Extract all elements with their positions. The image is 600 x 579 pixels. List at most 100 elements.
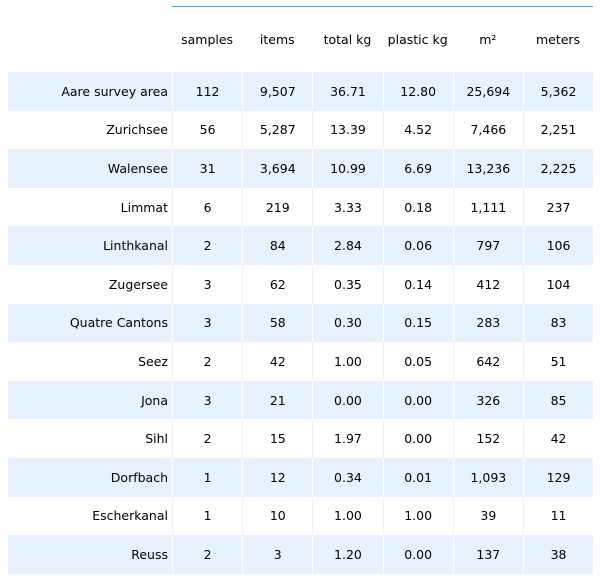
cell-plastic-kg: 1.00 (382, 496, 453, 536)
row-label: Linthkanal (8, 226, 172, 265)
table-row: Sihl 2 15 1.97 0.00 152 42 (8, 419, 594, 458)
cell-items: 21 (242, 380, 313, 420)
cell-meters: 2,225 (522, 149, 594, 188)
table-body: Aare survey area 112 9,507 36.71 12.80 25,694… (8, 72, 594, 574)
cell-items: 58 (242, 303, 313, 343)
cell-area-m2: 39 (452, 496, 523, 536)
cell-items: 10 (242, 496, 313, 536)
table-row: Linthkanal 2 84 2.84 0.06 797 106 (8, 226, 594, 265)
cell-samples: 2 (172, 342, 243, 381)
cell-meters: 11 (522, 496, 594, 536)
cell-plastic-kg: 0.05 (382, 342, 453, 381)
cell-plastic-kg: 12.80 (382, 72, 453, 111)
cell-meters: 2,251 (522, 110, 594, 150)
row-label: Quatre Cantons (8, 303, 172, 343)
table-row: Jona 3 21 0.00 0.00 326 85 (8, 380, 594, 420)
cell-plastic-kg: 0.14 (382, 264, 453, 304)
cell-total-kg: 36.71 (312, 72, 383, 111)
table-row: Quatre Cantons 3 58 0.30 0.15 283 83 (8, 303, 594, 343)
column-header-area-m2: m² (479, 31, 497, 47)
cell-area-m2: 13,236 (452, 149, 523, 188)
cell-total-kg: 0.30 (312, 303, 383, 343)
cell-samples: 3 (172, 303, 243, 343)
cell-area-m2: 25,694 (452, 72, 523, 111)
cell-total-kg: 2.84 (312, 226, 383, 265)
column-header-total-kg: total kg (323, 31, 372, 47)
cell-samples: 1 (172, 457, 243, 497)
row-label: Seez (8, 342, 172, 381)
cell-plastic-kg: 0.15 (382, 303, 453, 343)
header-corner (8, 6, 172, 72)
column-header-samples: samples (181, 31, 234, 47)
table-row: Walensee 31 3,694 10.99 6.69 13,236 2,225 (8, 149, 594, 188)
cell-area-m2: 137 (452, 535, 523, 574)
cell-total-kg: 1.00 (312, 342, 383, 381)
cell-items: 15 (242, 419, 313, 458)
cell-plastic-kg: 0.18 (382, 187, 453, 227)
cell-plastic-kg: 0.01 (382, 457, 453, 497)
cell-area-m2: 152 (452, 419, 523, 458)
cell-samples: 31 (172, 149, 243, 188)
row-label: Aare survey area (8, 72, 172, 111)
cell-items: 3 (242, 535, 313, 574)
row-label: Jona (8, 380, 172, 420)
cell-meters: 104 (522, 264, 594, 304)
cell-items: 62 (242, 264, 313, 304)
cell-plastic-kg: 0.06 (382, 226, 453, 265)
column-header-items: items (259, 31, 295, 47)
cell-area-m2: 797 (452, 226, 523, 265)
cell-samples: 3 (172, 264, 243, 304)
cell-meters: 51 (522, 342, 594, 381)
row-label: Escherkanal (8, 496, 172, 536)
cell-total-kg: 0.34 (312, 457, 383, 497)
cell-items: 42 (242, 342, 313, 381)
row-label: Zugersee (8, 264, 172, 304)
cell-items: 9,507 (242, 72, 313, 111)
row-label: Walensee (8, 149, 172, 188)
cell-meters: 85 (522, 380, 594, 420)
cell-area-m2: 412 (452, 264, 523, 304)
cell-meters: 5,362 (522, 72, 594, 111)
cell-total-kg: 10.99 (312, 149, 383, 188)
table-row: Limmat 6 219 3.33 0.18 1,111 237 (8, 187, 594, 227)
cell-samples: 6 (172, 187, 243, 227)
table-row: Escherkanal 1 10 1.00 1.00 39 11 (8, 496, 594, 536)
cell-plastic-kg: 6.69 (382, 149, 453, 188)
cell-plastic-kg: 0.00 (382, 380, 453, 420)
cell-meters: 83 (522, 303, 594, 343)
table-row: Aare survey area 112 9,507 36.71 12.80 25,694… (8, 72, 594, 111)
table-row: Seez 2 42 1.00 0.05 642 51 (8, 342, 594, 381)
cell-samples: 2 (172, 226, 243, 265)
cell-total-kg: 13.39 (312, 110, 383, 150)
header-top-rule (172, 6, 593, 7)
cell-items: 84 (242, 226, 313, 265)
cell-plastic-kg: 0.00 (382, 419, 453, 458)
row-label: Zurichsee (8, 110, 172, 150)
cell-total-kg: 0.00 (312, 380, 383, 420)
cell-total-kg: 1.97 (312, 419, 383, 458)
cell-area-m2: 1,093 (452, 457, 523, 497)
cell-samples: 112 (172, 72, 243, 111)
cell-items: 5,287 (242, 110, 313, 150)
row-label: Reuss (8, 535, 172, 574)
cell-area-m2: 283 (452, 303, 523, 343)
table-row: Reuss 2 3 1.20 0.00 137 38 (8, 535, 594, 574)
cell-total-kg: 0.35 (312, 264, 383, 304)
column-header-meters: meters (535, 31, 581, 47)
cell-samples: 2 (172, 535, 243, 574)
column-header-plastic-kg: plastic kg (387, 31, 448, 47)
cell-area-m2: 642 (452, 342, 523, 381)
cell-samples: 56 (172, 110, 243, 150)
row-label: Limmat (8, 187, 172, 227)
table-row: Zurichsee 56 5,287 13.39 4.52 7,466 2,251 (8, 110, 594, 150)
table-row: Zugersee 3 62 0.35 0.14 412 104 (8, 264, 594, 304)
table-row: Dorfbach 1 12 0.34 0.01 1,093 129 (8, 457, 594, 497)
cell-plastic-kg: 4.52 (382, 110, 453, 150)
cell-total-kg: 1.00 (312, 496, 383, 536)
summary-table: samples items total kg plastic kg m² met… (8, 6, 594, 574)
cell-plastic-kg: 0.00 (382, 535, 453, 574)
cell-meters: 38 (522, 535, 594, 574)
cell-total-kg: 1.20 (312, 535, 383, 574)
cell-area-m2: 1,111 (452, 187, 523, 227)
cell-area-m2: 7,466 (452, 110, 523, 150)
